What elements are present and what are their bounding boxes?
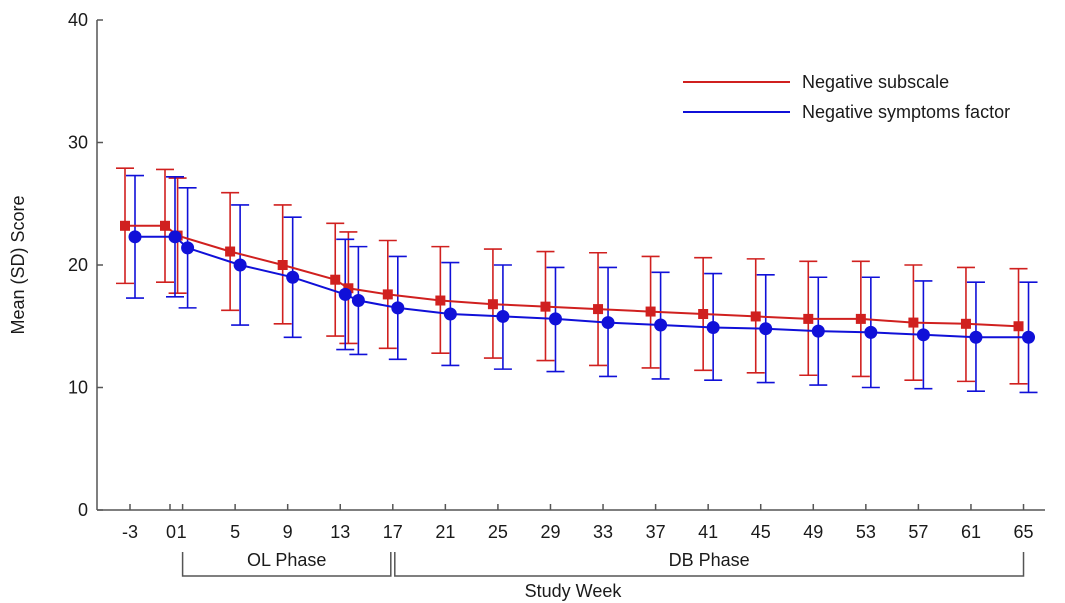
data-markers [120,220,1036,344]
y-axis-label: Mean (SD) Score [8,195,28,334]
negative-symptoms-factor-point [443,307,457,321]
negative-symptoms-factor-line [135,235,1029,339]
x-tick-label: 25 [488,522,508,542]
y-tick-label: 30 [68,133,88,153]
negative-symptoms-factor-point [233,258,247,272]
x-axis-label: Study Week [525,581,623,601]
negative-subscale-point [540,301,551,312]
negative-subscale-point [225,246,236,257]
x-tick-label: 1 [177,522,187,542]
negative-subscale-point [855,313,866,324]
x-tick-label: -3 [122,522,138,542]
negative-symptoms-factor-point [1022,330,1036,344]
negative-subscale-point [750,311,761,322]
x-tick-label: 9 [283,522,293,542]
negative-symptoms-factor-point [286,270,300,284]
negative-symptoms-factor-point [916,328,930,342]
error-bars [116,167,1038,394]
negative-symptoms-factor-point [706,320,720,334]
x-tick-label: 29 [540,522,560,542]
negative-subscale-point [645,306,656,317]
negative-symptoms-factor-point [391,301,405,315]
negative-symptoms-factor-point [969,330,983,344]
negative-symptoms-factor-point [654,318,668,332]
negative-subscale-point [1013,321,1024,332]
x-tick-label: 17 [383,522,403,542]
x-tick-label: 13 [330,522,350,542]
x-tick-label: 0 [166,522,176,542]
negative-symptoms-factor-point [811,324,825,338]
x-tick-label: 49 [803,522,823,542]
negative-symptoms-factor-point [759,322,773,336]
negative-subscale-point [960,318,971,329]
legend-label-negative-subscale: Negative subscale [802,72,949,92]
x-tick-label: 57 [908,522,928,542]
negative-symptoms-factor-point [351,294,365,308]
negative-symptoms-factor-point [128,230,142,244]
negative-subscale-point [803,313,814,324]
ol-phase-label: OL Phase [247,550,326,570]
negative-subscale-point [160,220,170,231]
negative-symptoms-factor-point [548,312,562,326]
db-phase-bracket [394,552,1025,577]
x-tick-label: 33 [593,522,613,542]
negative-subscale-point [120,220,130,231]
x-tick-label: 53 [856,522,876,542]
legend-label-negative-symptoms-factor: Negative symptoms factor [802,102,1010,122]
legend: Negative subscale Negative symptoms facto… [683,72,1010,122]
negative-subscale-point [908,317,919,328]
negative-subscale-point [343,283,354,294]
negative-subscale-point [330,274,341,285]
negative-symptoms-factor-point [338,287,352,301]
x-tick-label: 37 [646,522,666,542]
x-tick-label: 65 [1014,522,1034,542]
y-tick-label: 0 [78,500,88,520]
phase-brackets: OL Phase DB Phase [181,550,1025,577]
negative-symptoms-factor-point [864,325,878,339]
x-tick-label: 45 [751,522,771,542]
x-tick-label: 41 [698,522,718,542]
negative-symptoms-factor-point [168,230,182,244]
negative-symptoms-factor-point [181,241,195,255]
negative-symptoms-factor-point [496,309,510,323]
negative-subscale-line [125,224,1019,328]
y-tick-label: 20 [68,255,88,275]
negative-subscale-point [382,289,393,300]
negative-subscale-point [698,309,709,319]
db-phase-label: DB Phase [669,550,750,570]
y-tick-label: 10 [68,378,88,398]
negative-subscale-point [435,295,446,306]
negative-subscale-point [487,299,498,310]
series-lines [125,224,1029,339]
ol-phase-bracket [181,552,392,577]
negative-symptoms-factor-point [601,316,615,330]
y-tick-label: 40 [68,10,88,30]
negative-subscale-point [593,304,604,315]
x-tick-label: 61 [961,522,981,542]
x-tick-label: 21 [435,522,455,542]
x-tick-label: 5 [230,522,240,542]
negative-subscale-point [277,260,288,270]
